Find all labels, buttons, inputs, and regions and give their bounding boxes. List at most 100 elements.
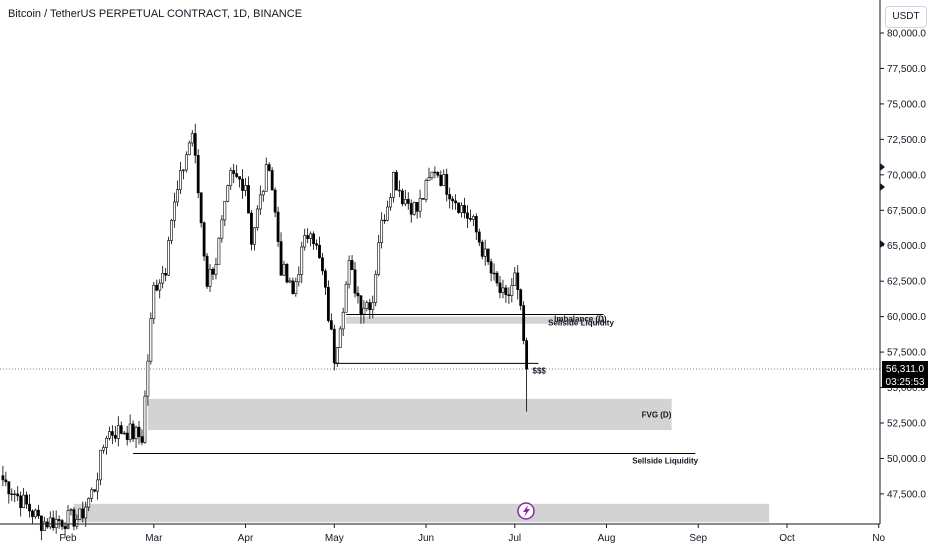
price-tag-countdown: 03:25:53	[886, 377, 925, 388]
candle-body	[149, 318, 153, 362]
candle-body	[356, 292, 360, 297]
candle	[371, 295, 375, 319]
candle-body	[235, 173, 239, 177]
candle-body	[113, 435, 117, 439]
candle	[54, 510, 58, 534]
candle-body	[13, 493, 17, 496]
candle-body	[344, 283, 348, 313]
candle-body	[220, 219, 224, 239]
y-tick-label: 52,500.0	[887, 419, 926, 430]
candle	[99, 449, 102, 486]
candle-body	[134, 426, 138, 440]
candle	[489, 258, 493, 282]
candle	[466, 205, 469, 228]
candle	[184, 151, 188, 173]
candle	[397, 180, 401, 198]
candle	[226, 184, 230, 203]
candle-body	[338, 328, 342, 348]
price-tag-value: 56,311.0	[886, 364, 925, 375]
candle-body	[57, 519, 61, 521]
candle-body	[223, 200, 227, 221]
candle	[155, 279, 159, 292]
candle	[495, 271, 499, 287]
candle-body	[347, 260, 351, 285]
candle	[341, 307, 345, 337]
x-tick-label: Feb	[59, 533, 77, 544]
candle-body	[383, 219, 386, 222]
candle-body	[152, 284, 156, 319]
candle-body	[173, 201, 176, 221]
candle	[39, 515, 43, 541]
candle-body	[380, 219, 384, 243]
candle-body	[288, 280, 292, 283]
candle	[276, 206, 280, 247]
candle	[146, 354, 150, 406]
candle	[436, 171, 440, 178]
candle-body	[255, 208, 259, 229]
candle	[350, 254, 354, 271]
candle-body	[406, 199, 410, 204]
candle	[282, 260, 286, 276]
candle	[454, 194, 458, 210]
candle	[400, 188, 404, 207]
candle	[202, 221, 206, 261]
zone-1	[73, 503, 770, 523]
candle-body	[469, 218, 472, 220]
zones-layer	[73, 316, 770, 523]
currency-button[interactable]: USDT	[885, 6, 927, 28]
y-tick-label: 57,500.0	[887, 348, 926, 359]
candle	[217, 237, 221, 265]
candle	[152, 281, 156, 325]
candle	[113, 425, 117, 443]
candles-layer	[1, 123, 529, 541]
candle	[498, 275, 502, 299]
candle	[326, 280, 330, 323]
candle-body	[164, 273, 168, 276]
candle-body	[211, 268, 215, 275]
candle-body	[386, 206, 389, 221]
candle-body	[498, 282, 502, 293]
candle-body	[39, 515, 43, 531]
y-axis-ticks: 47,500.0 50,000.0 52,500.0 55,000.0 57,500.0…	[880, 29, 926, 500]
y-tick-label: 60,000.0	[887, 312, 926, 323]
candle	[480, 239, 484, 260]
candle-body	[516, 272, 520, 290]
candle-body	[170, 219, 173, 241]
candle	[13, 490, 17, 503]
candle-body	[128, 423, 132, 440]
candle	[433, 166, 437, 179]
candle	[395, 169, 398, 191]
candle	[84, 501, 88, 527]
candle-body	[229, 170, 233, 186]
candle-body	[315, 243, 318, 246]
candle-body	[466, 212, 469, 219]
candle	[10, 488, 14, 502]
candle	[7, 481, 11, 504]
candle	[122, 430, 126, 435]
candle	[347, 255, 351, 289]
candle	[119, 421, 123, 435]
candle	[241, 169, 244, 199]
candle	[335, 346, 339, 367]
candle-body	[513, 272, 517, 286]
candle-body	[368, 302, 372, 310]
candle	[232, 163, 236, 184]
candle	[78, 508, 82, 521]
candle	[108, 426, 111, 441]
lightning-icon[interactable]	[517, 502, 535, 520]
candle	[4, 471, 8, 487]
candle-body	[412, 202, 416, 215]
candle	[140, 429, 144, 446]
candle-body	[202, 222, 206, 257]
candle	[134, 425, 138, 448]
candle-body	[463, 205, 466, 214]
candle-body	[471, 216, 475, 220]
candle-body	[1, 475, 5, 481]
candle	[250, 210, 253, 251]
candle	[45, 518, 49, 529]
candle	[406, 192, 410, 210]
candle	[471, 214, 475, 227]
candle-body	[110, 431, 114, 436]
candle-body	[199, 192, 203, 224]
